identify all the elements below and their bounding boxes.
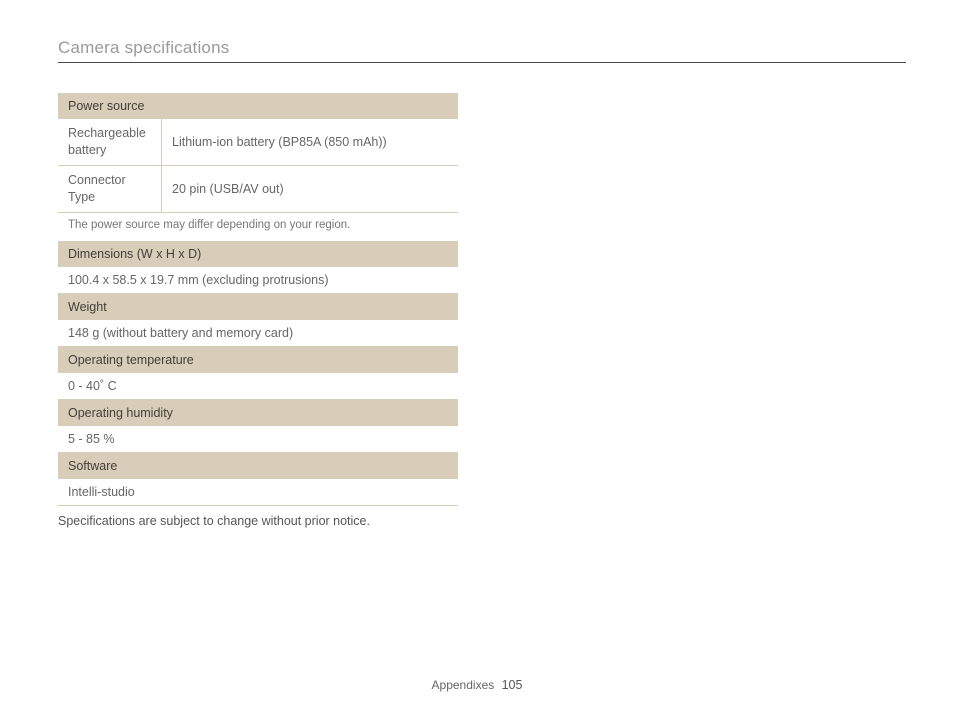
- table-row: 148 g (without battery and memory card): [58, 320, 458, 347]
- section-header-op-temp: Operating temperature: [58, 347, 458, 373]
- cell-value: Lithium-ion battery (BP85A (850 mAh)): [162, 129, 458, 155]
- table-row: Rechargeable battery Lithium-ion battery…: [58, 119, 458, 166]
- table-row: 5 - 85 %: [58, 426, 458, 453]
- table-row: 0 - 40˚ C: [58, 373, 458, 400]
- page-footer: Appendixes 105: [0, 678, 954, 692]
- table-row: Intelli-studio: [58, 479, 458, 506]
- cell-label: Rechargeable battery: [58, 119, 162, 165]
- cell-value: 100.4 x 58.5 x 19.7 mm (excluding protru…: [58, 267, 339, 293]
- cell-value: 148 g (without battery and memory card): [58, 320, 303, 346]
- section-header-op-humidity: Operating humidity: [58, 400, 458, 426]
- footnote: Specifications are subject to change wit…: [58, 506, 458, 528]
- section-header-software: Software: [58, 453, 458, 479]
- spec-table: Power source Rechargeable battery Lithiu…: [58, 93, 458, 528]
- cell-value: 20 pin (USB/AV out): [162, 176, 458, 202]
- section-header-weight: Weight: [58, 294, 458, 320]
- page-title: Camera specifications: [58, 38, 906, 63]
- section-header-power-source: Power source: [58, 93, 458, 119]
- cell-value: Intelli-studio: [58, 479, 145, 505]
- cell-value: 5 - 85 %: [58, 426, 125, 452]
- footer-page-number: 105: [502, 678, 523, 692]
- section-note: The power source may differ depending on…: [58, 213, 458, 241]
- table-row: 100.4 x 58.5 x 19.7 mm (excluding protru…: [58, 267, 458, 294]
- table-row: Connector Type 20 pin (USB/AV out): [58, 166, 458, 213]
- section-header-dimensions: Dimensions (W x H x D): [58, 241, 458, 267]
- cell-value: 0 - 40˚ C: [58, 373, 127, 399]
- footer-section: Appendixes: [432, 678, 495, 692]
- page: Camera specifications Power source Recha…: [0, 0, 954, 720]
- cell-label: Connector Type: [58, 166, 162, 212]
